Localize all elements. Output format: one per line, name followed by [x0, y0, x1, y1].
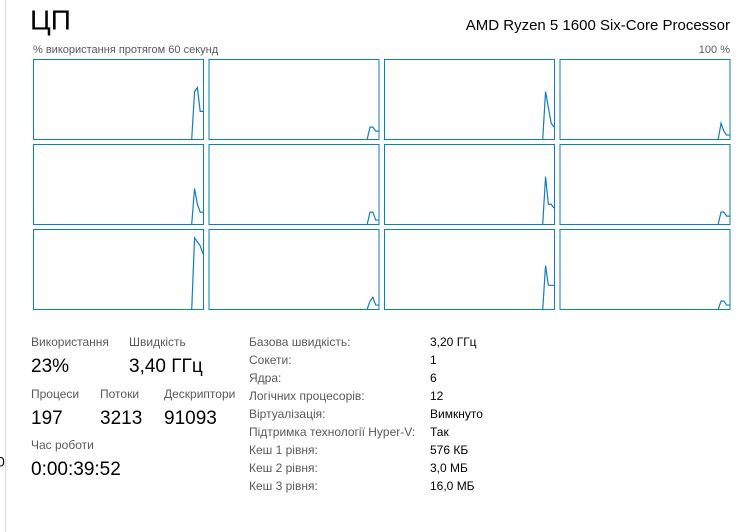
- detail-label: Ядра:: [249, 371, 281, 385]
- cpu-line: [191, 188, 203, 225]
- stat-value: 197: [31, 408, 63, 429]
- cpu-line: [366, 126, 379, 140]
- chart-frame: [559, 144, 731, 225]
- detail-label: Базова швидкість:: [249, 335, 350, 349]
- max-label: 100 %: [699, 44, 730, 56]
- detail-value: 3,20 ГГц: [430, 335, 477, 349]
- detail-label: Сокети:: [249, 353, 292, 367]
- cpu-line: [191, 236, 204, 310]
- detail-label: Підтримка технології Hyper-V:: [249, 425, 415, 439]
- title: ЦП: [30, 4, 71, 35]
- axis-label: % використання протягом 60 секунд: [33, 44, 219, 56]
- cpu-line: [191, 86, 203, 140]
- stat-value: 91093: [164, 408, 217, 429]
- stat-label: Використання: [31, 335, 109, 349]
- chart-frame: [33, 229, 204, 310]
- detail-label: Кеш 2 рівня:: [249, 461, 318, 475]
- sidebar-text: 0: [0, 454, 5, 470]
- cpu-line: [717, 120, 730, 140]
- processor-name: AMD Ryzen 5 1600 Six-Core Processor: [466, 17, 730, 34]
- stat-label: Процеси: [31, 387, 79, 401]
- detail-value: 16,0 МБ: [430, 479, 475, 493]
- detail-label: Логічних процесорів:: [249, 389, 365, 403]
- cpu-line: [366, 211, 379, 225]
- chart-frame: [208, 229, 380, 310]
- detail-value: 6: [430, 371, 437, 385]
- detail-value: Вимкнуто: [430, 407, 483, 421]
- detail-value: 1: [430, 353, 437, 367]
- cpu-line: [542, 265, 554, 310]
- detail-value: 3,0 МБ: [430, 461, 468, 475]
- stat-label: Швидкість: [129, 335, 186, 349]
- stat-value: 3,40 ГГц: [129, 356, 203, 377]
- cpu-line: [542, 176, 555, 225]
- chart-frame: [33, 59, 204, 140]
- detail-label: Кеш 3 рівня:: [249, 479, 318, 493]
- stat-label: Дескриптори: [164, 387, 235, 401]
- cpu-line: [717, 300, 730, 310]
- chart-frame: [559, 229, 731, 310]
- detail-value: 576 КБ: [430, 443, 468, 457]
- detail-label: Віртуалізація:: [249, 407, 325, 421]
- detail-value: 12: [430, 389, 444, 403]
- detail-label: Кеш 1 рівня:: [249, 443, 318, 457]
- stat-label: Час роботи: [31, 438, 94, 452]
- chart-frame: [384, 229, 555, 310]
- cpu-line: [366, 295, 379, 310]
- chart-frame: [208, 144, 380, 225]
- stat-value: 0:00:39:52: [31, 459, 121, 480]
- chart-frame: [384, 59, 555, 140]
- chart-frame: [384, 144, 555, 225]
- chart-frame: [559, 59, 731, 140]
- stat-value: 23%: [31, 356, 69, 377]
- chart-frame: [33, 144, 204, 225]
- cpu-line: [717, 211, 730, 225]
- stat-value: 3213: [100, 408, 142, 429]
- chart-frame: [208, 59, 380, 140]
- cpu-line: [542, 91, 555, 140]
- detail-value: Так: [430, 425, 449, 439]
- stat-label: Потоки: [100, 387, 139, 401]
